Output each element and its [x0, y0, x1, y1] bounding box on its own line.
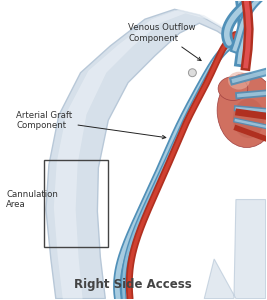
Polygon shape [54, 9, 236, 298]
Polygon shape [46, 9, 236, 298]
Ellipse shape [217, 73, 267, 148]
Bar [44, 160, 108, 247]
Text: Cannulation
Area: Cannulation Area [6, 190, 58, 209]
Ellipse shape [233, 98, 265, 138]
Text: Arterial Graft
Component: Arterial Graft Component [16, 111, 166, 139]
Polygon shape [204, 200, 266, 298]
Text: Venous Outflow
Component: Venous Outflow Component [128, 23, 201, 61]
Ellipse shape [228, 72, 250, 90]
Text: Right Side Access: Right Side Access [74, 278, 192, 291]
Ellipse shape [218, 77, 248, 100]
Circle shape [189, 69, 196, 77]
